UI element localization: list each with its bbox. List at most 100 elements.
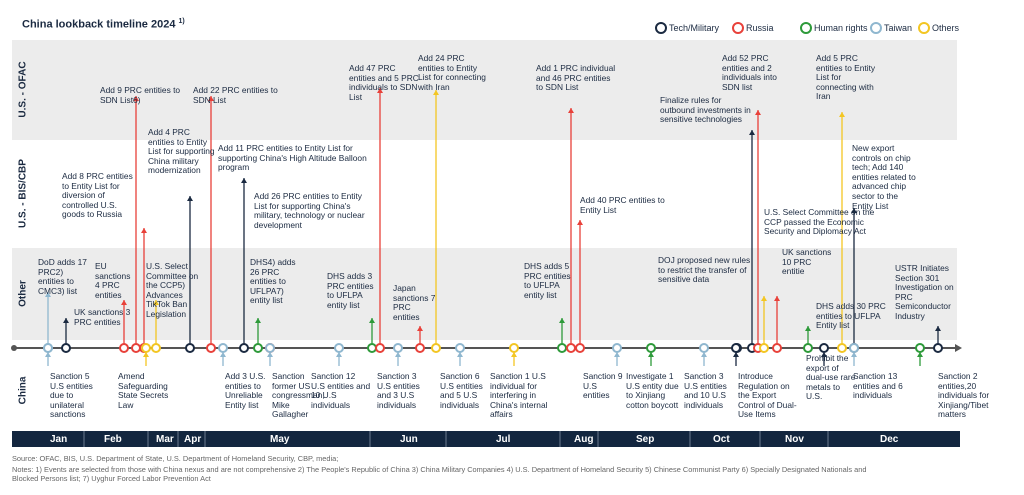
ofac-band	[12, 40, 957, 140]
event-marker	[185, 343, 195, 353]
event-arrowhead	[851, 208, 857, 213]
event-text: DHS4) adds 26 PRC entities to UFLPA7) en…	[250, 257, 296, 306]
event-marker	[837, 343, 847, 353]
event-arrowhead	[577, 220, 583, 225]
month-label: Jan	[50, 434, 68, 445]
event-text: Add 24 PRC entities to Entity List for c…	[418, 53, 486, 92]
event-arrowhead	[774, 296, 780, 301]
event-arrowhead	[614, 352, 620, 357]
event-arrowhead	[821, 352, 827, 357]
china-event-text: Sanction 9 U.S entities	[583, 371, 623, 401]
event-marker	[131, 343, 141, 353]
event-text: Add 52 PRC entities and 2 individuals in…	[722, 53, 777, 92]
event-marker	[218, 343, 228, 353]
event-arrowhead	[568, 108, 574, 113]
china-event-text: Prohibit the export of dual-use rare met…	[806, 353, 856, 402]
event-marker	[367, 343, 377, 353]
month-label: Nov	[785, 434, 804, 445]
china-event-text: Sanction former US congressman, Mike Gal…	[272, 371, 325, 420]
event-arrowhead	[755, 110, 761, 115]
event-marker	[575, 343, 585, 353]
event-arrowhead	[220, 352, 226, 357]
event-text: UK sanctions 3 PRC entities	[74, 307, 131, 327]
legend-label: Russia	[746, 23, 774, 33]
legend-label: Human rights	[814, 23, 868, 33]
event-text: Add 8 PRC entities to Entity List for di…	[62, 171, 133, 220]
legend-marker	[918, 22, 930, 34]
month-label: Feb	[104, 434, 122, 445]
event-marker	[915, 343, 925, 353]
title: China lookback timeline 2024 1)	[22, 18, 185, 31]
event-marker	[415, 343, 425, 353]
china-event-text: Sanction 12 U.S entities and 10 U.S indi…	[311, 371, 371, 410]
event-arrowhead	[208, 96, 214, 101]
month-band	[12, 431, 960, 447]
timeline-start	[11, 345, 17, 351]
event-marker	[239, 343, 249, 353]
event-arrowhead	[839, 112, 845, 117]
event-text: New export controls on chip tech; Add 14…	[852, 143, 916, 211]
event-text: Add 40 PRC entities to Entity List	[580, 195, 665, 215]
event-arrowhead	[559, 318, 565, 323]
event-arrowhead	[917, 352, 923, 357]
china-event-text: Sanction 13 entities and 6 individuals	[853, 371, 903, 401]
legend-label: Tech/Military	[669, 23, 720, 33]
event-text: Add 9 PRC entities to SDN List6)	[100, 85, 181, 105]
title-text: China lookback timeline 2024	[22, 18, 176, 31]
event-arrowhead	[433, 90, 439, 95]
event-arrowhead	[733, 352, 739, 357]
legend-marker	[732, 22, 744, 34]
event-text: Finalize rules for outbound investments …	[660, 95, 751, 125]
month-label: Sep	[636, 434, 655, 445]
legend-item: Others	[918, 22, 959, 34]
event-text: Add 1 PRC individual and 46 PRC entities…	[536, 63, 616, 93]
event-arrowhead	[241, 178, 247, 183]
event-marker	[933, 343, 943, 353]
event-text: DHS adds 30 PRC entities to UFLPA Entity…	[816, 301, 886, 331]
month-label: May	[270, 434, 290, 445]
month-label: Aug	[574, 434, 594, 445]
china-event-text: Investigate 1 U.S entity due to Xinjiang…	[626, 371, 679, 410]
legend-item: Human rights	[800, 22, 868, 34]
event-marker	[43, 343, 53, 353]
event-marker	[151, 343, 161, 353]
event-arrowhead	[255, 318, 261, 323]
event-text: Add 5 PRC entities to Entity List for co…	[816, 53, 876, 102]
event-marker	[566, 343, 576, 353]
event-text: Add 26 PRC entities to Entity List for s…	[254, 191, 365, 230]
event-arrowhead	[648, 352, 654, 357]
event-marker	[206, 343, 216, 353]
event-marker	[253, 343, 263, 353]
source: Source: OFAC, BIS, U.S. Department of St…	[12, 454, 339, 463]
month-label: Jun	[400, 434, 418, 445]
event-arrowhead	[45, 292, 51, 297]
title-note: 1)	[178, 18, 185, 25]
event-arrowhead	[267, 352, 273, 357]
legend-item: Russia	[732, 22, 774, 34]
timeline-arrow	[955, 344, 962, 352]
event-marker	[455, 343, 465, 353]
month-label: Apr	[184, 434, 202, 445]
event-marker	[759, 343, 769, 353]
event-text: Add 22 PRC entities to SDN List	[193, 85, 278, 105]
event-marker	[375, 343, 385, 353]
event-arrowhead	[187, 196, 193, 201]
event-text: DOJ proposed new rules to restrict the t…	[658, 255, 751, 285]
event-text: DHS adds 5 PRC entities to UFLPA entity …	[524, 261, 571, 300]
china-event-text: Sanction 6 U.S entities and 5 U.S indivi…	[440, 371, 483, 410]
china-event-text: Add 3 U.S. entities to Unreliable Entity…	[225, 371, 266, 410]
event-text: Add 11 PRC entities to Entity List for s…	[218, 143, 367, 173]
event-marker	[141, 343, 151, 353]
month-label: Oct	[713, 434, 730, 445]
event-text: UK sanctions 10 PRC entitie	[782, 247, 832, 277]
event-marker	[557, 343, 567, 353]
event-arrowhead	[805, 326, 811, 331]
event-arrowhead	[121, 300, 127, 305]
event-text: Add 47 PRC entities and 5 PRC individual…	[349, 63, 419, 102]
event-arrowhead	[457, 352, 463, 357]
event-text: U.S. Select Committee on the CCP passed …	[764, 207, 875, 237]
other-band	[12, 248, 957, 340]
event-marker	[509, 343, 519, 353]
